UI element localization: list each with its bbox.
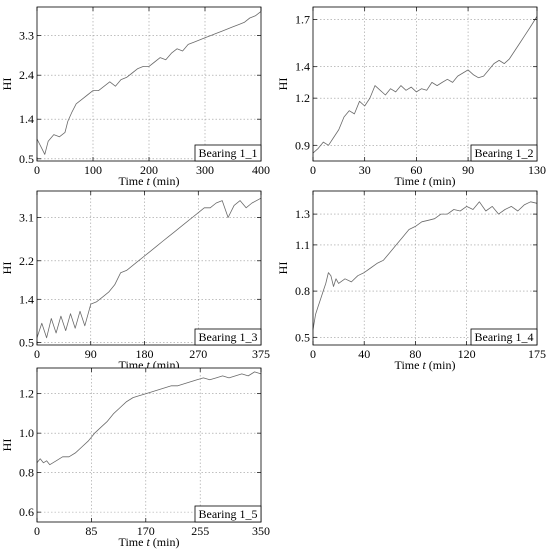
- x-axis-label-variable: t: [422, 358, 426, 372]
- x-tick-label: 60: [410, 163, 422, 177]
- x-axis-label: Time t (min): [395, 174, 456, 188]
- y-tick-label: 1.4: [19, 292, 34, 306]
- x-tick-label: 40: [358, 347, 370, 361]
- x-axis-label-unit: (min): [150, 535, 180, 549]
- y-tick-label: 3.3: [19, 29, 34, 43]
- series-line: [312, 201, 538, 330]
- x-axis-label-prefix: Time: [395, 174, 423, 188]
- y-tick-label: 1.2: [295, 91, 310, 105]
- x-tick-label: 120: [458, 347, 476, 361]
- y-axis-label: HI: [276, 262, 290, 275]
- legend-label: Bearing 1_2: [475, 146, 534, 160]
- x-axis-label-unit: (min): [426, 358, 456, 372]
- y-tick-label: 1.1: [295, 238, 310, 252]
- panel-4: 0 40 80 120 175 0.5 0.8 1.1 1.3 Time t (min) HI Bea…: [276, 190, 546, 372]
- y-tick-label: 2.4: [19, 68, 34, 82]
- x-axis-label-unit: (min): [150, 174, 180, 188]
- x-axis-label-unit: (min): [426, 174, 456, 188]
- x-tick-label: 400: [252, 163, 270, 177]
- legend-label: Bearing 1_1: [199, 146, 258, 160]
- y-tick-label: 0.5: [19, 152, 34, 166]
- panel-1: 0 100 200 300 400 0.5 1.4 2.4 3.3 Time t (min) HI B…: [0, 6, 270, 188]
- y-tick-label: 0.5: [295, 330, 310, 344]
- x-axis-label-prefix: Time: [119, 535, 147, 549]
- y-tick-label: 1.7: [295, 13, 310, 27]
- legend-box: [194, 144, 262, 162]
- legend-box: [194, 505, 262, 523]
- x-tick-label: 0: [310, 163, 316, 177]
- x-tick-label: 0: [310, 347, 316, 361]
- y-tick-label: 0.6: [19, 505, 34, 519]
- x-axis-label-variable: t: [422, 174, 426, 188]
- x-tick-label: 200: [140, 163, 158, 177]
- x-tick-label: 0: [34, 163, 40, 177]
- legend-box: [470, 328, 538, 346]
- x-axis-label: Time t (min): [119, 535, 180, 549]
- x-tick-label: 85: [85, 524, 97, 538]
- plot-area: [313, 7, 537, 161]
- x-tick-label: 30: [359, 163, 371, 177]
- x-tick-label: 0: [34, 347, 40, 361]
- x-tick-label: 90: [462, 163, 474, 177]
- y-tick-label: 0.9: [295, 138, 310, 152]
- legend-box: [194, 328, 262, 346]
- y-tick-label: 2.2: [19, 254, 34, 268]
- x-tick-label: 130: [528, 163, 546, 177]
- y-tick-label: 3.1: [19, 210, 34, 224]
- y-axis-label: HI: [0, 78, 14, 91]
- x-tick-label: 270: [189, 347, 207, 361]
- x-axis-label-variable: t: [146, 535, 150, 549]
- axes-frame: [312, 190, 538, 346]
- axes-frame: [36, 190, 262, 346]
- x-tick-label: 90: [85, 347, 97, 361]
- series-line: [36, 197, 262, 339]
- x-axis-label-variable: t: [146, 358, 150, 372]
- legend-label: Bearing 1_3: [199, 330, 258, 344]
- x-tick-label: 170: [137, 524, 155, 538]
- x-axis-label-variable: t: [146, 174, 150, 188]
- y-tick-label: 0.8: [19, 466, 34, 480]
- y-tick-label: 1.4: [295, 60, 310, 74]
- x-tick-label: 350: [252, 524, 270, 538]
- x-axis-label-prefix: Time: [119, 174, 147, 188]
- x-tick-label: 180: [136, 347, 154, 361]
- y-axis-label: HI: [0, 262, 14, 275]
- x-axis-label-prefix: Time: [395, 358, 423, 372]
- y-axis-label: HI: [0, 439, 14, 452]
- x-tick-label: 375: [252, 347, 270, 361]
- legend-label: Bearing 1_4: [475, 330, 534, 344]
- y-axis-label: HI: [276, 78, 290, 91]
- y-tick-label: 1.0: [19, 426, 34, 440]
- y-tick-label: 1.2: [19, 387, 34, 401]
- x-axis-label: Time t (min): [119, 174, 180, 188]
- axes-frame: [36, 367, 262, 523]
- legend-label: Bearing 1_5: [199, 507, 258, 521]
- panel-2: 0 30 60 90 130 0.9 1.2 1.4 1.7 Time t (min) HI Bear…: [276, 6, 546, 188]
- y-tick-label: 0.5: [19, 336, 34, 350]
- series-line: [36, 11, 262, 155]
- plot-area: [37, 191, 261, 345]
- x-tick-label: 175: [528, 347, 546, 361]
- x-tick-label: 100: [84, 163, 102, 177]
- legend-box: [470, 144, 538, 162]
- plot-area: [313, 191, 537, 345]
- x-tick-label: 255: [191, 524, 209, 538]
- series-line: [312, 16, 538, 154]
- x-tick-label: 0: [34, 524, 40, 538]
- plot-area: [37, 368, 261, 522]
- y-tick-label: 1.3: [295, 207, 310, 221]
- y-tick-label: 0.8: [295, 284, 310, 298]
- x-tick-label: 80: [409, 347, 421, 361]
- series-line: [36, 371, 262, 466]
- x-tick-label: 300: [196, 163, 214, 177]
- y-tick-label: 1.4: [19, 112, 34, 126]
- axes-frame: [312, 6, 538, 162]
- x-axis-label: Time t (min): [395, 358, 456, 372]
- panel-5: 0 85 170 255 350 0.6 0.8 1.0 1.2 Time t (min) HI Be…: [0, 367, 270, 549]
